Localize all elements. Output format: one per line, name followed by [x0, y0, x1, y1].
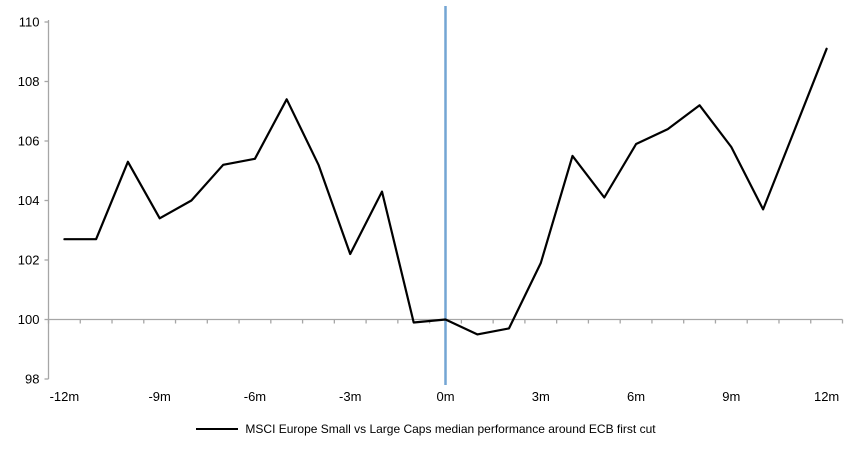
- series-line: [63, 47, 828, 336]
- y-axis-tick-label: 100: [18, 312, 40, 327]
- legend-label: MSCI Europe Small vs Large Caps median p…: [245, 422, 656, 436]
- x-axis-tick-label: 6m: [627, 389, 645, 404]
- y-axis-tick-label: 106: [18, 134, 40, 149]
- x-axis-tick-label: -6m: [244, 389, 266, 404]
- legend-line-sample: [196, 428, 239, 430]
- x-axis-tick-label: -9m: [148, 389, 170, 404]
- x-axis-tick-label: -12m: [50, 389, 80, 404]
- y-axis-tick-label: 108: [18, 74, 40, 89]
- y-axis-tick-label: 102: [18, 253, 40, 268]
- x-axis-tick-label: 12m: [814, 389, 839, 404]
- legend: MSCI Europe Small vs Large Caps median p…: [0, 421, 852, 437]
- y-axis-tick-label: 98: [25, 372, 39, 387]
- y-axis-tick-label: 104: [18, 193, 40, 208]
- y-axis-tick-label: 110: [19, 15, 40, 30]
- x-axis-tick-label: 9m: [722, 389, 740, 404]
- x-axis-tick-label: 0m: [436, 389, 454, 404]
- x-axis-tick-label: -3m: [339, 389, 361, 404]
- x-axis-tick-label: 3m: [532, 389, 550, 404]
